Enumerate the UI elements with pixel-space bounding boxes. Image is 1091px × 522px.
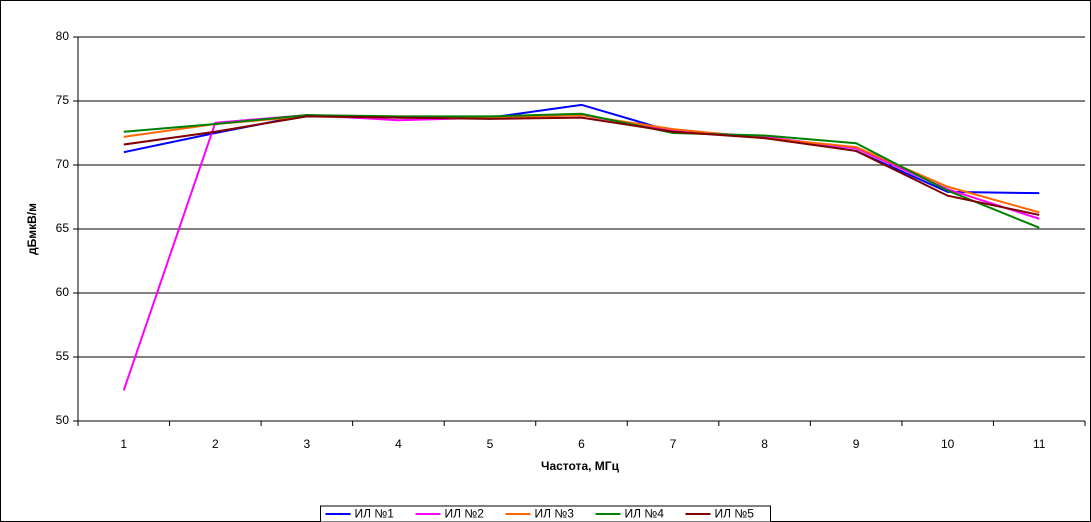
x-tick-label: 5 (487, 437, 494, 451)
x-tick-label: 8 (761, 437, 768, 451)
series-line (123, 112, 1040, 229)
x-axis-title: Частота, МГц (541, 459, 620, 473)
legend-label: ИЛ №3 (535, 507, 575, 521)
y-tick-label: 60 (56, 285, 70, 299)
legend-label: ИЛ №4 (625, 507, 665, 521)
legend-label: ИЛ №1 (355, 507, 395, 521)
x-tick-label: 4 (395, 437, 402, 451)
y-tick-label: 65 (56, 221, 70, 235)
legend-label: ИЛ №2 (445, 507, 485, 521)
legend-box (320, 505, 771, 522)
x-tick-label: 7 (670, 437, 677, 451)
y-tick-label: 55 (56, 349, 70, 363)
x-tick-label: 2 (212, 437, 219, 451)
x-tick-label: 6 (578, 437, 585, 451)
y-tick-label: 50 (56, 413, 70, 427)
x-tick-label: 11 (1033, 437, 1046, 451)
y-tick-label: 80 (56, 29, 70, 43)
y-tick-label: 70 (56, 157, 70, 171)
y-tick-label: 75 (56, 93, 70, 107)
x-tick-label: 1 (120, 437, 127, 451)
series-line (123, 115, 1040, 216)
x-tick-label: 3 (304, 437, 311, 451)
legend-label: ИЛ №5 (715, 507, 755, 521)
y-axis-title: дБмкВ/м (25, 203, 39, 255)
x-tick-label: 10 (941, 437, 955, 451)
x-tick-label: 9 (853, 437, 860, 451)
